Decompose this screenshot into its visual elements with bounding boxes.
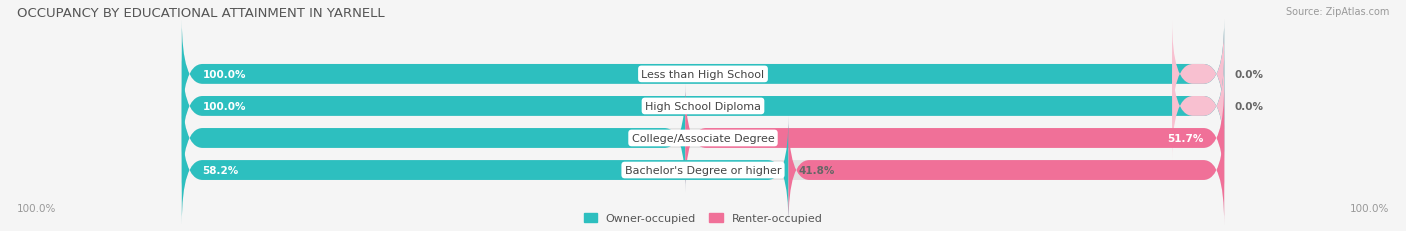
Text: 0.0%: 0.0% bbox=[1234, 101, 1264, 112]
Text: Less than High School: Less than High School bbox=[641, 70, 765, 79]
Text: High School Diploma: High School Diploma bbox=[645, 101, 761, 112]
FancyBboxPatch shape bbox=[181, 21, 1225, 128]
FancyBboxPatch shape bbox=[181, 53, 1225, 160]
Text: Bachelor's Degree or higher: Bachelor's Degree or higher bbox=[624, 165, 782, 175]
FancyBboxPatch shape bbox=[181, 53, 1225, 160]
FancyBboxPatch shape bbox=[685, 85, 1225, 192]
Text: 100.0%: 100.0% bbox=[202, 70, 246, 79]
FancyBboxPatch shape bbox=[1173, 21, 1225, 128]
Text: 51.7%: 51.7% bbox=[1167, 133, 1204, 143]
Text: College/Associate Degree: College/Associate Degree bbox=[631, 133, 775, 143]
FancyBboxPatch shape bbox=[181, 21, 1225, 128]
Legend: Owner-occupied, Renter-occupied: Owner-occupied, Renter-occupied bbox=[583, 213, 823, 223]
FancyBboxPatch shape bbox=[181, 85, 685, 192]
Text: 58.2%: 58.2% bbox=[202, 165, 239, 175]
Text: 100.0%: 100.0% bbox=[202, 101, 246, 112]
Text: 41.8%: 41.8% bbox=[799, 165, 835, 175]
FancyBboxPatch shape bbox=[1173, 53, 1225, 160]
FancyBboxPatch shape bbox=[181, 116, 789, 224]
Text: OCCUPANCY BY EDUCATIONAL ATTAINMENT IN YARNELL: OCCUPANCY BY EDUCATIONAL ATTAINMENT IN Y… bbox=[17, 7, 384, 20]
Text: 0.0%: 0.0% bbox=[1234, 70, 1264, 79]
Text: 100.0%: 100.0% bbox=[1350, 203, 1389, 213]
Text: 100.0%: 100.0% bbox=[17, 203, 56, 213]
FancyBboxPatch shape bbox=[789, 116, 1225, 224]
FancyBboxPatch shape bbox=[181, 116, 1225, 224]
Text: Source: ZipAtlas.com: Source: ZipAtlas.com bbox=[1285, 7, 1389, 17]
Text: 48.3%: 48.3% bbox=[638, 133, 675, 143]
FancyBboxPatch shape bbox=[181, 85, 1225, 192]
